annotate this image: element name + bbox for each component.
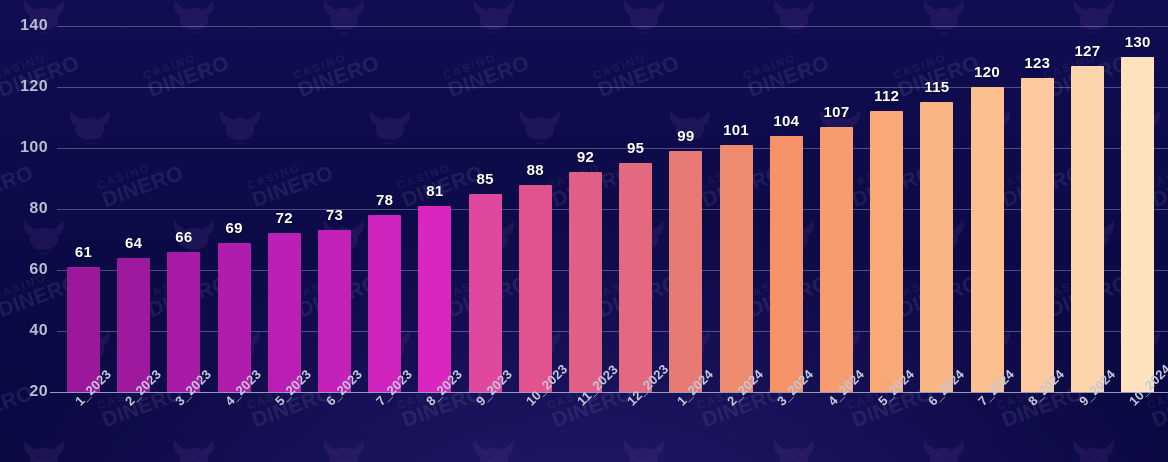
bar-value-label: 104 xyxy=(773,112,800,130)
bar-value-label: 95 xyxy=(627,140,645,158)
bar-value-label: 66 xyxy=(175,228,193,246)
bar-value-label: 69 xyxy=(225,219,243,237)
bar-value-label: 81 xyxy=(426,182,444,200)
gridline xyxy=(57,270,1168,271)
bar[interactable]: 115 xyxy=(920,79,954,392)
y-axis-tick-label: 60 xyxy=(29,261,48,278)
y-axis-tick-label: 120 xyxy=(20,78,48,95)
bar-value-label: 130 xyxy=(1124,33,1151,51)
bar-value-label: 101 xyxy=(723,121,750,139)
bar-value-label: 85 xyxy=(476,170,494,188)
bar[interactable]: 127 xyxy=(1071,43,1104,392)
bar[interactable]: 120 xyxy=(970,64,1004,392)
bar[interactable]: 123 xyxy=(1020,55,1054,392)
bar-value-label: 123 xyxy=(1024,54,1051,72)
bar-value-label: 115 xyxy=(924,79,950,97)
bar-value-label: 127 xyxy=(1074,42,1101,60)
bar[interactable]: 99 xyxy=(669,128,703,392)
bar[interactable]: 69 xyxy=(217,220,251,392)
y-axis-tick-label: 20 xyxy=(29,383,48,400)
bar[interactable]: 107 xyxy=(820,104,853,392)
bar[interactable]: 104 xyxy=(769,113,803,392)
y-axis-tick-label: 140 xyxy=(20,17,48,34)
gridline xyxy=(57,26,1168,27)
gridline xyxy=(57,331,1168,332)
bar-value-label: 112 xyxy=(874,88,900,106)
bar[interactable]: 88 xyxy=(518,162,552,392)
bar[interactable]: 92 xyxy=(569,149,602,392)
bar[interactable]: 101 xyxy=(719,122,753,392)
bar[interactable]: 64 xyxy=(117,235,151,392)
bar[interactable]: 112 xyxy=(870,88,904,392)
gridline xyxy=(50,392,1168,393)
gridline xyxy=(57,87,1168,88)
bar[interactable]: 66 xyxy=(167,229,201,392)
bar[interactable]: 85 xyxy=(468,171,502,392)
y-axis-tick-label: 100 xyxy=(20,139,48,156)
bar-value-label: 107 xyxy=(823,103,850,121)
bar-value-label: 78 xyxy=(376,192,394,210)
bar-value-label: 99 xyxy=(677,128,695,146)
bar[interactable]: 72 xyxy=(267,210,301,392)
bar-value-label: 92 xyxy=(576,149,595,167)
bar[interactable]: 81 xyxy=(418,183,452,392)
bar-value-label: 120 xyxy=(974,64,1001,81)
gridline xyxy=(57,209,1168,210)
y-axis-tick-label: 80 xyxy=(29,200,48,217)
bar[interactable]: 78 xyxy=(368,192,402,392)
bar[interactable]: 130 xyxy=(1121,34,1155,392)
bar-value-label: 61 xyxy=(74,243,93,261)
gridline xyxy=(57,148,1168,149)
bar-value-label: 64 xyxy=(125,234,143,252)
bar[interactable]: 61 xyxy=(67,244,100,392)
bar-value-label: 73 xyxy=(325,207,344,225)
bar[interactable]: 95 xyxy=(619,140,653,392)
bar-value-label: 88 xyxy=(526,161,544,179)
bar[interactable]: 73 xyxy=(318,207,351,392)
y-axis-tick-label: 40 xyxy=(29,322,48,339)
bar-value-label: 72 xyxy=(275,210,293,228)
